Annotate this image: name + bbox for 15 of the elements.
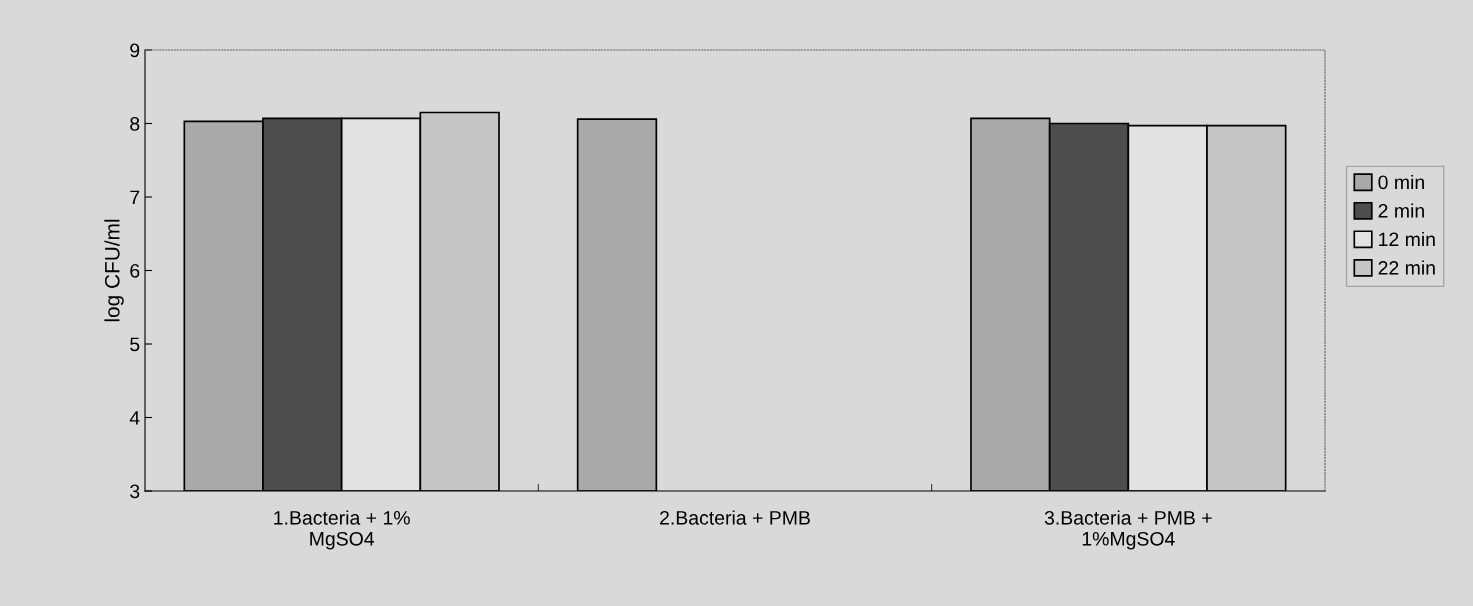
y-tick-label: 4 bbox=[129, 411, 140, 425]
y-tick-label: 6 bbox=[130, 263, 140, 278]
legend-label: 12 min bbox=[1379, 231, 1435, 247]
legend-label: 2 min bbox=[1378, 203, 1424, 218]
y-tick-label: 9 bbox=[130, 43, 140, 58]
y-tick-label: 7 bbox=[130, 190, 140, 205]
x-tick-label: 3.Bacteria + PMB + 1%MgSO4 bbox=[1044, 510, 1212, 550]
y-tick-label: 3 bbox=[130, 484, 140, 499]
legend-label: 22 min bbox=[1378, 260, 1435, 275]
x-tick-label: 1.Bacteria + 1% MgSO4 bbox=[274, 510, 410, 550]
y-tick-label: 8 bbox=[130, 116, 140, 131]
y-axis-title: log CFU/ml bbox=[104, 219, 124, 322]
y-tick-label: 5 bbox=[130, 337, 140, 352]
x-tick-label: 2.Bacteria + PMB bbox=[660, 510, 810, 525]
legend-label: 0 min bbox=[1378, 174, 1424, 190]
